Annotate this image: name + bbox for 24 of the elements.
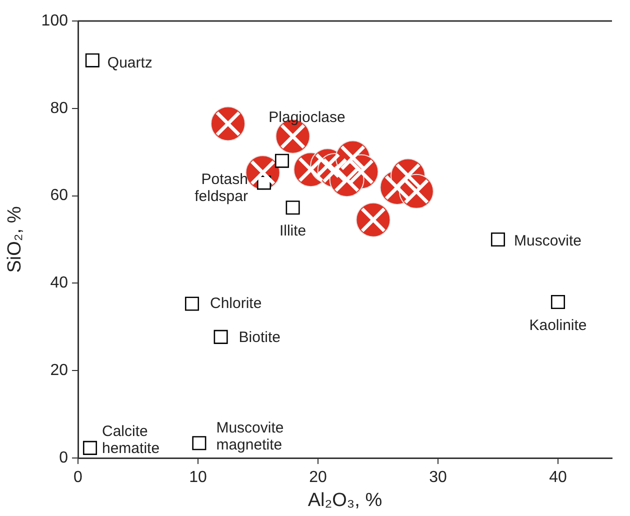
x-tick-label: 30 — [429, 469, 447, 486]
x-tick-label: 20 — [309, 469, 327, 486]
annotation: Calcite hematite — [102, 423, 160, 458]
x-tick-label: 10 — [189, 469, 207, 486]
y-tick-label: 40 — [50, 274, 68, 292]
annotation: Kaolinite — [529, 317, 587, 334]
annotation: Biotite — [238, 329, 281, 346]
annotation: Quartz — [107, 54, 152, 72]
y-tick-label: 20 — [50, 362, 68, 380]
annotation: Muscovite magnetite — [216, 419, 284, 454]
annotation: Potash feldspar — [194, 170, 248, 205]
y-axis-title: SiO₂, % — [4, 206, 26, 273]
x-tick-label: 0 — [74, 469, 83, 486]
y-tick-label: 60 — [50, 187, 68, 204]
annotation: Illite — [279, 222, 306, 240]
y-tick-label: 80 — [50, 100, 68, 117]
annotation: Plagioclase — [268, 108, 346, 126]
annotation: Muscovite — [514, 232, 582, 250]
y-tick-label: 100 — [41, 12, 68, 30]
x-tick-label: 40 — [549, 469, 567, 486]
y-tick-label: 0 — [59, 449, 68, 466]
annotation: Chlorite — [210, 294, 262, 312]
x-axis-title: Al₂O₃, % — [308, 490, 382, 511]
point — [274, 154, 290, 168]
